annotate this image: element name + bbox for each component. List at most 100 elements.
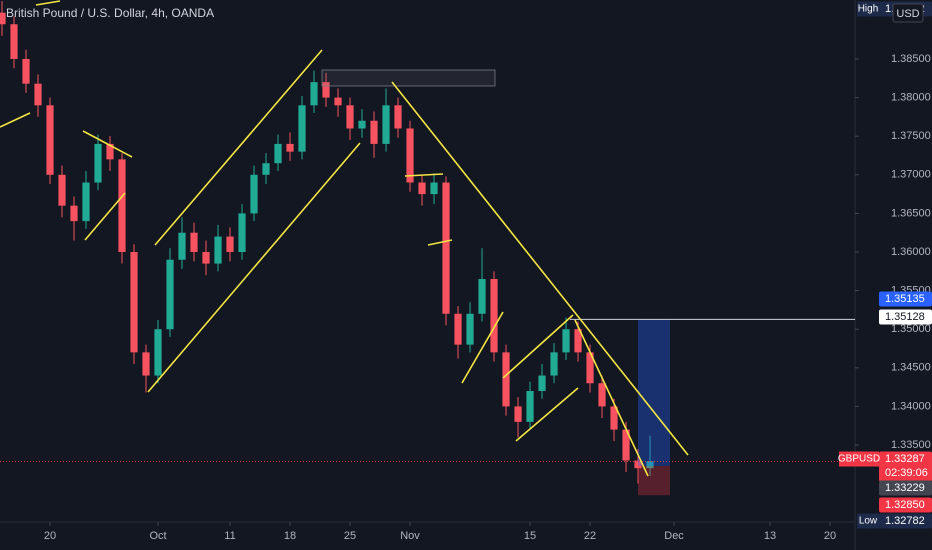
candle-body [226, 236, 234, 253]
candle-body [34, 83, 42, 106]
x-tick-label: 13 [764, 530, 776, 542]
candle-body [430, 182, 438, 195]
y-tick-label: 1.33500 [891, 439, 931, 451]
y-tick-label: 1.35000 [891, 323, 931, 335]
candle-body [70, 205, 78, 222]
trendline [82, 130, 133, 158]
price-label-bg [879, 497, 932, 513]
candle-body [238, 213, 246, 253]
currency-label[interactable]: USD [896, 8, 919, 20]
candle-body [394, 105, 402, 129]
candle-body [526, 390, 534, 422]
y-tick-label: 1.36000 [891, 246, 931, 258]
candle-body [442, 182, 450, 314]
y-tick-label: 1.37500 [891, 130, 931, 142]
y-tick-label: 1.38000 [891, 91, 931, 103]
price-label: 1.32850 [885, 499, 925, 511]
x-tick-label: 20 [824, 530, 836, 542]
candle-body [190, 232, 198, 253]
drawings [0, 0, 689, 477]
candle-body [382, 105, 390, 144]
candle-body [490, 279, 498, 353]
plot-area: 20 Oct 11 18 25 Nov 15 22 Dec 13 20 [0, 1, 859, 542]
candle-body [142, 352, 150, 376]
candle-body [406, 128, 414, 183]
candle-body [130, 252, 138, 353]
position-target [638, 319, 670, 466]
x-tick-label: 25 [344, 530, 356, 542]
candle-body [454, 313, 462, 345]
trendline [515, 387, 579, 442]
position-stop [638, 465, 670, 496]
candle-body [646, 461, 654, 469]
candle-body [334, 97, 342, 106]
price-label-bg [879, 451, 932, 482]
candle-body [178, 232, 186, 260]
candle-body [622, 429, 630, 461]
candle-body [22, 58, 30, 84]
candle-body [418, 182, 426, 195]
candle-body [118, 159, 126, 253]
candle-body [514, 406, 522, 422]
price-labels: 1.335001.340001.345001.350001.355001.360… [838, 1, 932, 529]
candle-body [358, 120, 366, 129]
y-tick-label: 1.34000 [891, 400, 931, 412]
candle-body [202, 252, 210, 264]
candle-body [58, 174, 66, 206]
candle-body [94, 143, 102, 183]
symbol-label-bg [857, 1, 879, 17]
price-label-bg [879, 309, 932, 325]
symbol-label: High [858, 4, 879, 15]
x-tick-label: 11 [224, 530, 235, 542]
candle-body [610, 406, 618, 430]
candle-body [502, 352, 510, 407]
trendline [404, 173, 444, 177]
candle-body [214, 236, 222, 264]
price-label-bg [879, 291, 932, 307]
candle-body [478, 279, 486, 314]
x-tick-label: Dec [664, 530, 684, 542]
candle-body [574, 329, 582, 353]
candle-body [274, 143, 282, 164]
trendline [0, 112, 31, 128]
candle-body [298, 105, 306, 152]
candle-body [370, 120, 378, 144]
candle-body [46, 105, 54, 175]
price-label: 1.33287 [885, 453, 925, 465]
symbol-label-bg [839, 451, 879, 467]
y-tick-label: 1.38500 [891, 53, 931, 65]
trendline [502, 314, 574, 379]
trendline [391, 81, 689, 456]
candle-body [586, 352, 594, 384]
trendline [154, 49, 323, 246]
candle-body [310, 82, 318, 106]
currency-button[interactable] [892, 3, 924, 23]
candle-body [598, 383, 606, 407]
candle-body [10, 24, 18, 59]
price-label: 1.35135 [885, 293, 925, 305]
candle-body [322, 82, 330, 98]
symbol-label-bg [857, 513, 879, 529]
trendline [574, 319, 649, 477]
candle-body [346, 105, 354, 129]
price-label-bg [879, 513, 932, 529]
y-tick-label: 1.36500 [891, 207, 931, 219]
trendline [427, 239, 453, 246]
candle-body [106, 143, 114, 160]
x-tick-label: Oct [149, 530, 166, 542]
candle-body [634, 460, 642, 469]
candle-body [466, 313, 474, 345]
chart-title: British Pound / U.S. Dollar, 4h, OANDA [6, 6, 214, 20]
y-tick-label: 1.34500 [891, 362, 931, 374]
symbol-label: Low [859, 516, 878, 527]
candle-body [0, 12, 6, 25]
price-label-bg [879, 480, 932, 496]
range-box [321, 69, 496, 87]
candle-body [262, 163, 270, 175]
candle-body [82, 182, 90, 222]
x-tick-label: 22 [584, 530, 596, 542]
trendline [35, 0, 61, 6]
x-tick-label: 18 [284, 530, 296, 542]
